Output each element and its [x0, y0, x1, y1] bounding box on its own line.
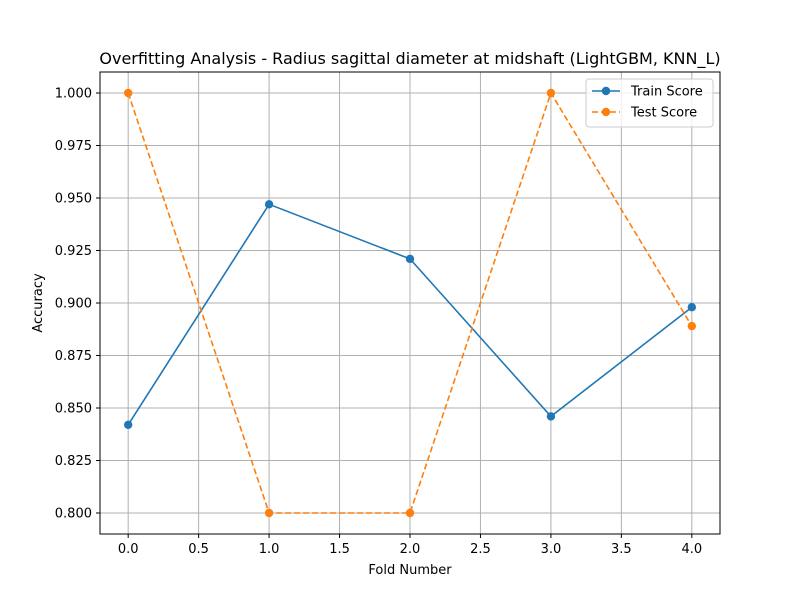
x-tick-label: 3.0 — [541, 542, 562, 557]
train-score-point — [264, 200, 274, 209]
x-tick-label: 1.5 — [329, 542, 350, 557]
x-tick-label: 1.0 — [259, 542, 280, 557]
x-tick-label: 3.5 — [611, 542, 632, 557]
y-tick-label: 0.875 — [55, 349, 92, 364]
train-score-point — [687, 303, 697, 312]
test-score-point — [123, 88, 133, 98]
test-score-line — [127, 91, 693, 514]
legend-label-train-score: Train Score — [630, 85, 703, 100]
x-tick-label: 4.0 — [681, 542, 702, 557]
chart-title: Overfitting Analysis - Radius sagittal d… — [99, 49, 720, 69]
y-tick-label: 0.925 — [55, 244, 92, 259]
test-score-point — [405, 508, 415, 518]
test-score-point — [264, 508, 274, 518]
y-tick-label: 0.825 — [55, 454, 92, 469]
train-score-point — [123, 420, 133, 429]
legend-marker-train-score — [601, 86, 611, 96]
y-tick-label: 0.975 — [55, 139, 92, 154]
x-tick-label: 0.5 — [188, 542, 209, 557]
y-axis-ticks: 0.800 0.825 0.850 0.875 0.900 0.925 0.950 0.975… — [55, 87, 100, 522]
y-tick-label: 0.950 — [55, 192, 92, 207]
train-score-point — [405, 254, 415, 264]
x-tick-label: 2.0 — [400, 542, 421, 557]
y-tick-label: 0.850 — [55, 402, 92, 417]
x-axis-ticks: 0.0 0.5 1.0 1.5 2.0 2.5 3.0 3.5 4.0 — [118, 534, 702, 557]
y-tick-label: 0.900 — [55, 297, 92, 312]
x-axis-label: Fold Number — [368, 563, 452, 578]
legend-label-test-score: Test Score — [630, 106, 697, 121]
x-tick-label: 2.5 — [470, 542, 491, 557]
legend-marker-test-score — [601, 107, 611, 117]
train-score-point — [546, 412, 556, 421]
test-score-point — [687, 321, 697, 331]
x-tick-label: 0.0 — [118, 542, 139, 557]
series-group — [123, 88, 697, 518]
y-axis-label: Accuracy — [31, 273, 46, 333]
legend: Train Score Test Score — [585, 78, 714, 128]
y-tick-label: 0.800 — [55, 507, 92, 522]
test-score-point — [546, 88, 556, 98]
y-tick-label: 1.000 — [55, 87, 92, 102]
